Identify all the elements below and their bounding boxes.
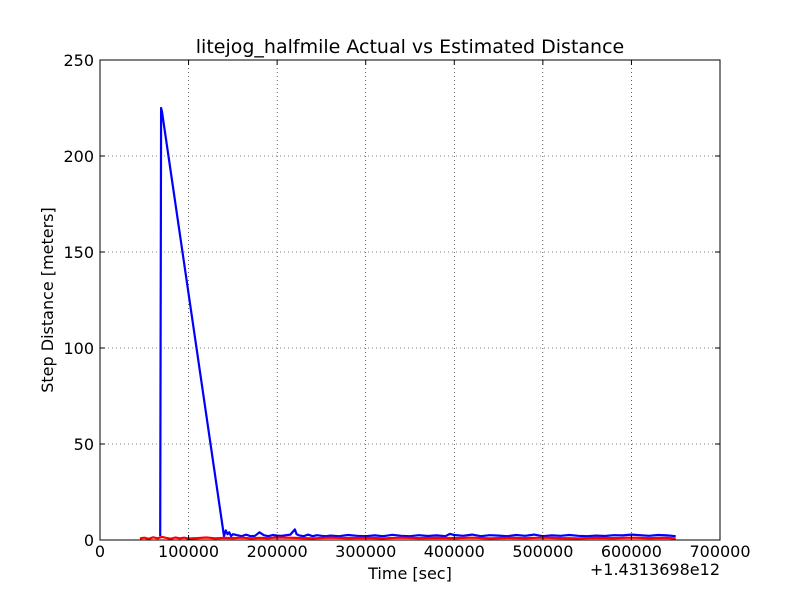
- y-tick-label: 250: [63, 51, 94, 70]
- chart-title: litejog_halfmile Actual vs Estimated Dis…: [196, 36, 624, 58]
- x-tick-label: 500000: [512, 542, 573, 561]
- series-line-0: [159, 106, 676, 538]
- y-axis-label: Step Distance [meters]: [38, 207, 57, 393]
- x-axis-offset-label: +1.4313698e12: [590, 560, 720, 579]
- x-tick-label: 700000: [689, 542, 750, 561]
- x-axis-label: Time [sec]: [367, 564, 452, 583]
- x-tick-label: 300000: [335, 542, 396, 561]
- grid: [100, 60, 720, 540]
- x-tick-label: 0: [95, 542, 105, 561]
- series-layer: [139, 106, 676, 540]
- x-tick-label: 600000: [601, 542, 662, 561]
- y-tick-label: 100: [63, 339, 94, 358]
- x-tick-label: 200000: [247, 542, 308, 561]
- x-tick-label: 100000: [158, 542, 219, 561]
- y-tick-label: 0: [84, 531, 94, 550]
- plot-frame: [99, 59, 721, 541]
- y-tick-label: 200: [63, 147, 94, 166]
- ticks: 0 100000 200000 300000 400000 500000 600000 700…: [63, 51, 750, 561]
- y-tick-label: 150: [63, 243, 94, 262]
- series-line-1: [139, 535, 676, 540]
- y-tick-label: 50: [74, 435, 94, 454]
- x-tick-label: 400000: [424, 542, 485, 561]
